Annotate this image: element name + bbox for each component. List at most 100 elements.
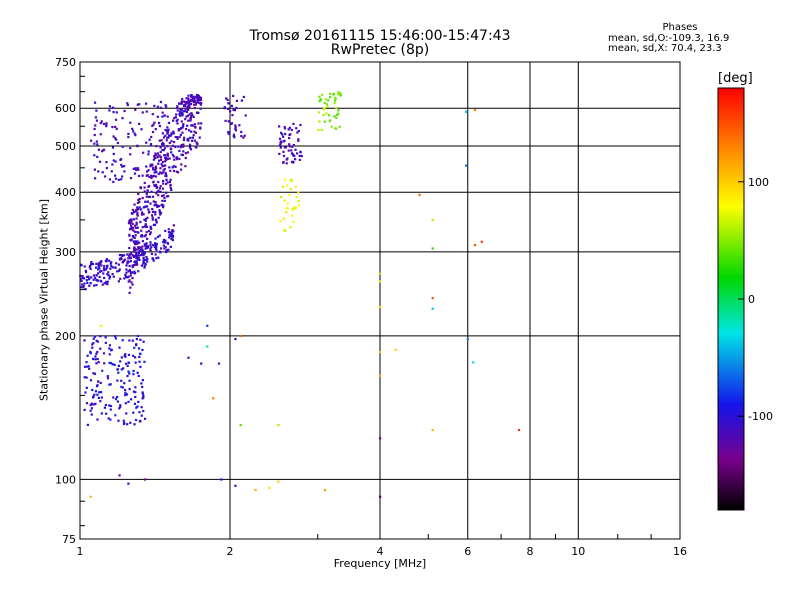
- data-point: [170, 230, 173, 233]
- data-point: [196, 99, 199, 102]
- data-point: [295, 152, 299, 155]
- data-point: [175, 158, 179, 161]
- data-point: [198, 101, 201, 105]
- data-point: [127, 222, 131, 225]
- data-point: [143, 417, 147, 420]
- data-point: [113, 174, 117, 177]
- data-point: [164, 246, 167, 249]
- data-point: [159, 185, 162, 188]
- data-point: [80, 279, 83, 282]
- data-point: [227, 131, 230, 134]
- data-point: [123, 388, 127, 392]
- data-point: [138, 249, 141, 253]
- data-point: [194, 131, 197, 134]
- data-point: [90, 413, 93, 416]
- data-point: [162, 194, 165, 197]
- data-point: [131, 222, 134, 226]
- data-point: [232, 133, 236, 136]
- data-point: [98, 267, 101, 270]
- data-point: [127, 132, 130, 136]
- data-point: [141, 226, 144, 229]
- data-point: [111, 272, 114, 276]
- data-point: [179, 114, 182, 117]
- data-point: [379, 495, 382, 498]
- data-point: [178, 113, 181, 116]
- data-point: [154, 167, 158, 170]
- data-point: [90, 261, 93, 264]
- data-point: [151, 130, 155, 134]
- data-point: [120, 385, 123, 389]
- data-point: [285, 211, 288, 214]
- data-point: [431, 247, 434, 250]
- data-point: [128, 264, 131, 268]
- data-point: [132, 373, 135, 376]
- data-point: [134, 395, 137, 399]
- x-tick-label: 16: [673, 545, 687, 558]
- data-point: [156, 156, 159, 159]
- data-point: [139, 208, 143, 211]
- data-point: [299, 150, 302, 153]
- data-point: [123, 258, 127, 261]
- data-point: [161, 171, 164, 174]
- data-point: [254, 489, 257, 492]
- data-point: [277, 424, 280, 427]
- data-point: [181, 153, 185, 157]
- data-point: [242, 136, 245, 139]
- data-point: [234, 337, 237, 341]
- data-point: [177, 145, 180, 148]
- data-point: [182, 138, 185, 142]
- data-point: [136, 201, 140, 205]
- data-point: [154, 200, 157, 204]
- data-point: [88, 284, 91, 287]
- data-point: [93, 154, 96, 157]
- data-point: [154, 175, 158, 178]
- data-point: [136, 144, 139, 147]
- data-point: [317, 128, 320, 132]
- data-point: [104, 336, 107, 339]
- data-point: [292, 220, 295, 224]
- data-point: [93, 168, 96, 171]
- data-point: [185, 127, 188, 131]
- data-point: [82, 284, 85, 288]
- data-point: [131, 339, 134, 342]
- data-point: [134, 386, 137, 389]
- data-point: [234, 124, 237, 127]
- data-point: [97, 263, 100, 266]
- data-point: [282, 135, 285, 138]
- data-point: [101, 171, 104, 174]
- data-point: [187, 356, 190, 359]
- data-point: [167, 228, 170, 231]
- data-point: [232, 134, 235, 138]
- data-point: [126, 276, 129, 279]
- data-point: [190, 98, 194, 101]
- data-point: [142, 260, 145, 264]
- data-point: [98, 261, 102, 264]
- data-point: [235, 99, 239, 102]
- data-point: [178, 102, 181, 105]
- data-point: [125, 412, 128, 415]
- data-point: [108, 109, 111, 112]
- data-point: [223, 106, 226, 109]
- data-point: [155, 243, 158, 246]
- data-point: [278, 144, 282, 147]
- data-point: [147, 246, 150, 249]
- data-point: [244, 114, 247, 117]
- data-point: [102, 272, 105, 275]
- data-point: [175, 113, 178, 116]
- data-point: [128, 379, 131, 382]
- data-point: [131, 277, 134, 280]
- data-point: [79, 263, 83, 266]
- data-point: [180, 100, 183, 103]
- data-point: [116, 141, 119, 145]
- data-point: [129, 147, 132, 150]
- data-point: [167, 231, 171, 234]
- data-point: [337, 91, 340, 94]
- data-point: [111, 163, 114, 166]
- data-point: [281, 185, 285, 188]
- data-point: [464, 164, 468, 167]
- data-point: [157, 216, 160, 219]
- data-point: [83, 282, 86, 285]
- data-point: [90, 407, 93, 410]
- data-point: [190, 94, 193, 97]
- data-point: [192, 95, 195, 98]
